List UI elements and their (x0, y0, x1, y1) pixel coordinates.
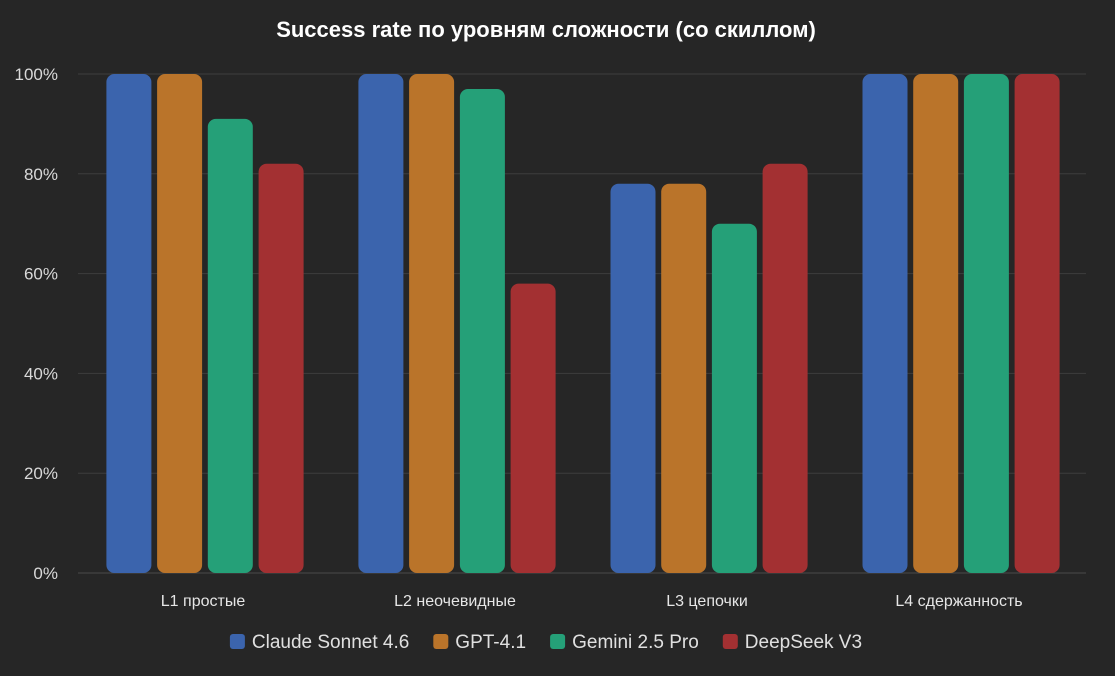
bar-gemini-2-5-pro-1 (207, 118, 253, 574)
legend-label: GPT-4.1 (455, 632, 526, 653)
y-tick-label: 60% (24, 265, 58, 284)
bar-gpt-4-1-3 (661, 183, 707, 574)
y-tick-label: 80% (24, 165, 58, 184)
bar-gemini-2-5-pro-4 (963, 74, 1009, 573)
legend-label: Gemini 2.5 Pro (572, 632, 699, 653)
legend: Claude Sonnet 4.6 GPT-4.1 Gemini 2.5 Pro De… (229, 632, 862, 653)
x-tick-label: L2 неочевидные (394, 593, 516, 610)
bar-claude-sonnet-4-6-2 (358, 74, 404, 573)
y-tick-label: 40% (24, 364, 58, 383)
y-axis: 0% 20% 40% 60% 80% 100% (15, 65, 58, 583)
bar-claude-sonnet-4-6-3 (610, 183, 656, 574)
bar-deepseek-v3-2 (510, 283, 556, 573)
legend-item: Claude Sonnet 4.6 (229, 632, 409, 653)
x-tick-label: L1 простые (161, 593, 246, 610)
legend-swatch (550, 634, 566, 649)
legend-item: GPT-4.1 (433, 632, 526, 653)
bar-deepseek-v3-3 (762, 163, 808, 574)
legend-label: Claude Sonnet 4.6 (252, 632, 409, 653)
bar-gemini-2-5-pro-3 (711, 223, 757, 573)
y-tick-label: 0% (33, 564, 58, 583)
legend-item: Gemini 2.5 Pro (550, 632, 699, 653)
legend-item: DeepSeek V3 (722, 632, 862, 653)
bar-claude-sonnet-4-6-4 (862, 74, 908, 573)
bar-gemini-2-5-pro-2 (459, 89, 505, 573)
bar-deepseek-v3-4 (1014, 74, 1060, 573)
bars (106, 74, 1060, 574)
y-tick-label: 100% (15, 65, 58, 84)
chart-title: Success rate по уровням сложности (со ск… (276, 17, 816, 42)
y-tick-label: 20% (24, 464, 58, 483)
legend-label: DeepSeek V3 (745, 632, 862, 653)
legend-swatch (229, 634, 245, 649)
x-tick-label: L3 цепочки (666, 593, 748, 610)
bar-gpt-4-1-1 (157, 74, 203, 573)
bar-claude-sonnet-4-6-1 (106, 74, 152, 573)
legend-swatch (722, 634, 738, 649)
bar-gpt-4-1-2 (409, 74, 455, 573)
legend-swatch (433, 634, 449, 649)
x-tick-label: L4 сдержанность (895, 593, 1022, 610)
bar-deepseek-v3-1 (258, 163, 304, 574)
x-axis: L1 простые L2 неочевидные L3 цепочки L4 сде… (161, 593, 1023, 610)
bar-gpt-4-1-4 (913, 74, 959, 573)
